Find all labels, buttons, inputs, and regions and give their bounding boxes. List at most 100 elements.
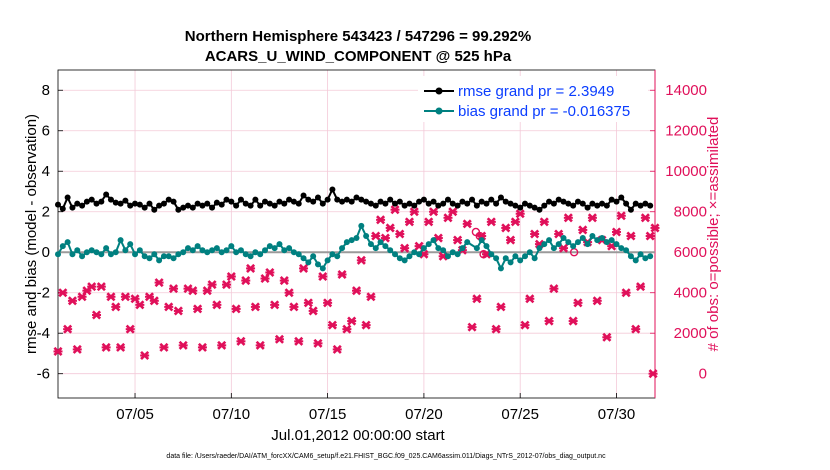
- bias-point: [295, 251, 302, 258]
- bias-point: [488, 251, 495, 258]
- obs-assimilated-point: [308, 306, 318, 316]
- bias-point: [435, 245, 442, 252]
- bias-point: [98, 251, 105, 258]
- rmse-point: [189, 204, 196, 211]
- bias-point: [286, 245, 293, 252]
- obs-assimilated-point: [318, 271, 328, 282]
- obs-assimilated-point: [173, 306, 183, 316]
- bias-point: [546, 237, 553, 244]
- obs-assimilated-point: [496, 302, 506, 312]
- rmse-point: [517, 204, 524, 211]
- bias-point: [281, 247, 288, 254]
- legend-box: [418, 76, 648, 122]
- rmse-point: [55, 201, 61, 208]
- rmse-point: [411, 202, 418, 209]
- obs-assimilated-point: [424, 217, 434, 227]
- bias-point: [132, 251, 139, 258]
- obs-assimilated-point: [501, 223, 511, 233]
- bias-point: [589, 233, 596, 240]
- x-tick-label: 07/20: [405, 406, 443, 423]
- bias-point: [242, 251, 249, 258]
- rmse-point: [367, 200, 374, 207]
- bias-point: [367, 241, 374, 248]
- rmse-point: [324, 196, 331, 203]
- obs-assimilated-point: [491, 324, 501, 334]
- rmse-point: [199, 202, 206, 209]
- rmse-point: [319, 200, 326, 207]
- rmse-point: [305, 196, 312, 203]
- rmse-point: [358, 196, 365, 203]
- rmse-point: [440, 200, 447, 207]
- obs-assimilated-point: [72, 344, 82, 354]
- bias-point: [276, 241, 283, 248]
- rmse-point: [310, 198, 317, 205]
- obs-assimilated-point: [592, 296, 602, 306]
- rmse-point: [295, 200, 302, 207]
- rmse-point: [565, 200, 572, 207]
- obs-assimilated-point: [347, 316, 357, 326]
- rmse-point: [103, 191, 110, 198]
- obs-assimilated-point: [429, 207, 439, 217]
- obs-assimilated-point: [525, 294, 535, 304]
- rmse-point: [603, 202, 610, 209]
- obs-assimilated-point: [164, 302, 174, 312]
- obs-assimilated-point: [270, 300, 280, 310]
- rmse-point: [266, 200, 273, 207]
- obs-assimilated-point: [96, 282, 106, 292]
- obs-assimilated-point: [400, 243, 410, 253]
- obs-assimilated-point: [385, 223, 395, 233]
- rmse-point: [213, 199, 220, 206]
- rmse-point: [59, 205, 66, 212]
- rmse-point: [74, 200, 81, 207]
- rmse-point: [334, 196, 341, 203]
- y-right-tick-label: 4000: [674, 285, 707, 302]
- rmse-point: [242, 200, 249, 207]
- rmse-point: [69, 204, 76, 211]
- y-right-label: # of obs: o=possible; ×=assimilated: [705, 117, 722, 352]
- rmse-point: [343, 196, 350, 203]
- obs-assimilated-point: [197, 342, 207, 352]
- rmse-point: [387, 196, 394, 203]
- bias-point: [522, 253, 529, 260]
- bias-point: [406, 253, 413, 260]
- x-axis: 07/05 07/10 07/15 07/20 07/25 07/30: [116, 393, 635, 423]
- obs-assimilated-point: [549, 284, 559, 294]
- rmse-point: [454, 202, 461, 209]
- rmse-point: [175, 206, 182, 213]
- obs-assimilated-point: [279, 276, 289, 286]
- obs-assimilated-point: [467, 322, 477, 332]
- obs-assimilated-point: [188, 286, 198, 296]
- bias-point: [184, 245, 191, 252]
- bias-point: [363, 233, 370, 240]
- bias-point: [444, 253, 451, 260]
- rmse-point: [608, 196, 615, 203]
- y-right-tick-label: 14000: [665, 82, 707, 99]
- rmse-point: [473, 202, 480, 209]
- legend-marker-rmse: [435, 87, 443, 95]
- y-left-tick-label: 0: [42, 244, 50, 261]
- rmse-point: [271, 202, 278, 209]
- rmse-point: [88, 196, 95, 203]
- obs-assimilated-point: [274, 334, 284, 344]
- bias-point: [117, 237, 124, 244]
- obs-assimilated-point: [125, 324, 135, 334]
- bias-point: [218, 249, 225, 256]
- rmse-point: [83, 198, 90, 205]
- obs-assimilated-point: [486, 217, 496, 227]
- obs-assimilated-point: [226, 271, 236, 282]
- obs-assimilated-point: [284, 288, 294, 298]
- obs-assimilated-point: [116, 342, 126, 352]
- obs-assimilated-point: [327, 320, 337, 330]
- bias-point: [343, 239, 350, 246]
- bias-point: [257, 251, 264, 258]
- bias-point: [204, 249, 211, 256]
- obs-assimilated-point: [169, 284, 179, 294]
- bias-point: [74, 247, 81, 254]
- bias-point: [79, 253, 86, 260]
- obs-assimilated-point: [299, 263, 309, 273]
- bias-point: [180, 249, 187, 256]
- rmse-point: [502, 198, 509, 205]
- bias-point: [377, 239, 384, 246]
- bias-point: [570, 243, 577, 250]
- rmse-point: [180, 204, 187, 211]
